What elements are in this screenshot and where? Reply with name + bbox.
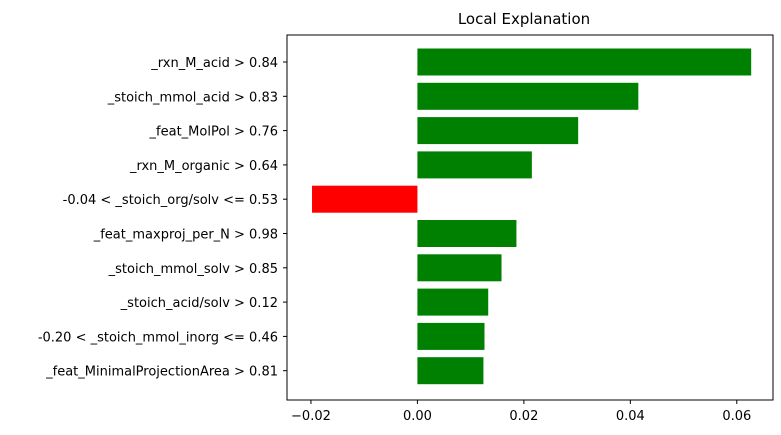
y-tick-label: -0.04 < _stoich_org/solv <= 0.53 xyxy=(63,193,278,208)
chart-title: Local Explanation xyxy=(458,10,590,28)
bar-3 xyxy=(417,117,579,145)
bar-8 xyxy=(417,288,489,316)
plot-frame xyxy=(286,34,774,401)
bar-5 xyxy=(312,185,418,213)
y-axis-ticks: _rxn_M_acid > 0.84 _stoich_mmol_acid > 0.… xyxy=(38,56,287,380)
x-tick-label: 0.04 xyxy=(616,409,645,424)
x-tick-label: 0.06 xyxy=(722,409,751,424)
bar-1 xyxy=(417,48,752,76)
bar-7 xyxy=(417,254,502,282)
bar-10 xyxy=(417,357,484,385)
y-tick-label: -0.20 < _stoich_mmol_inorg <= 0.46 xyxy=(38,330,278,345)
x-tick-label: −0.02 xyxy=(291,409,331,424)
y-tick-label: _feat_MolPol > 0.76 xyxy=(149,125,278,140)
bar-4 xyxy=(417,151,532,179)
y-tick-label: _stoich_mmol_solv > 0.85 xyxy=(108,262,278,277)
x-tick-label: 0.00 xyxy=(403,409,432,424)
bars-layer xyxy=(312,48,752,385)
y-tick-label: _stoich_mmol_acid > 0.83 xyxy=(107,90,278,105)
y-tick-label: _rxn_M_acid > 0.84 xyxy=(150,56,278,71)
x-axis-ticks: −0.02 0.00 0.02 0.04 0.06 xyxy=(291,400,751,424)
y-tick-label: _feat_MinimalProjectionArea > 0.81 xyxy=(45,365,278,380)
y-tick-label: _stoich_acid/solv > 0.12 xyxy=(120,296,278,311)
bar-6 xyxy=(417,220,517,247)
bar-9 xyxy=(417,322,485,350)
bar-2 xyxy=(417,82,639,110)
x-tick-label: 0.02 xyxy=(509,409,538,424)
y-tick-label: _rxn_M_organic > 0.64 xyxy=(129,159,278,174)
y-tick-label: _feat_maxproj_per_N > 0.98 xyxy=(93,228,278,243)
